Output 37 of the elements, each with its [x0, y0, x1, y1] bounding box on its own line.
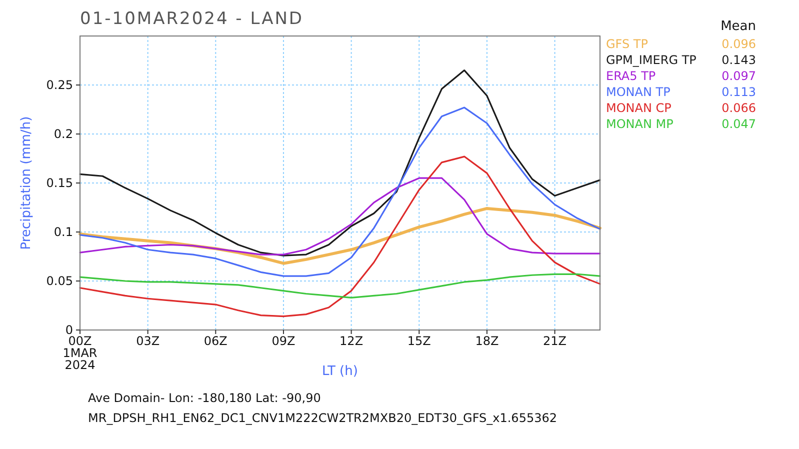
y-tick-label: 0.05 [46, 274, 73, 288]
x-tick-label: 03Z [136, 334, 160, 348]
y-axis-title: Precipitation (mm/h) [19, 116, 34, 250]
y-tick-label: 0 [65, 323, 73, 337]
y-tick-label: 0.1 [54, 225, 73, 239]
text: MONAN MP [606, 117, 674, 131]
x-tick-label: 18Z [475, 334, 499, 348]
x-tick-label: 12Z [340, 334, 364, 348]
text: MONAN TP [606, 85, 670, 99]
x-tick-label: 21Z [543, 334, 567, 348]
legend-title: Mean [720, 19, 756, 34]
x-tick-label: 15Z [407, 334, 431, 348]
x-tick-label: 09Z [272, 334, 296, 348]
text: ERA5 TP [606, 69, 656, 83]
text: 0.066 [722, 101, 756, 115]
chart-title: 01-10MAR2024 - LAND [80, 9, 304, 29]
text: GPM_IMERG TP [606, 53, 696, 67]
y-tick-label: 0.2 [54, 127, 73, 141]
y-tick-label: 0.15 [46, 176, 73, 190]
text: MONAN CP [606, 101, 672, 115]
y-tick-label: 0.25 [46, 78, 73, 92]
text: 0.113 [722, 85, 756, 99]
x-tick-label: 06Z [204, 334, 228, 348]
text: 0.047 [722, 117, 756, 131]
line-series [79, 273, 601, 298]
text: Ave Domain- Lon: -180,180 Lat: -90,90 [88, 391, 321, 405]
text: 0.143 [722, 53, 756, 67]
text: 0.096 [722, 37, 756, 51]
x-tick-label: 00Z 1MAR 2024 [62, 334, 98, 372]
line-series [79, 106, 601, 277]
text: GFS TP [606, 37, 648, 51]
text: MR_DPSH_RH1_EN62_DC1_CNV1M222CW2TR2MXB20_EDT30_GFS_x1.655362 [88, 411, 557, 425]
x-axis-title: LT (h) [322, 364, 358, 379]
line-series [79, 70, 601, 256]
line-series [79, 156, 601, 318]
line-series [79, 177, 601, 256]
text: 0.097 [722, 69, 756, 83]
